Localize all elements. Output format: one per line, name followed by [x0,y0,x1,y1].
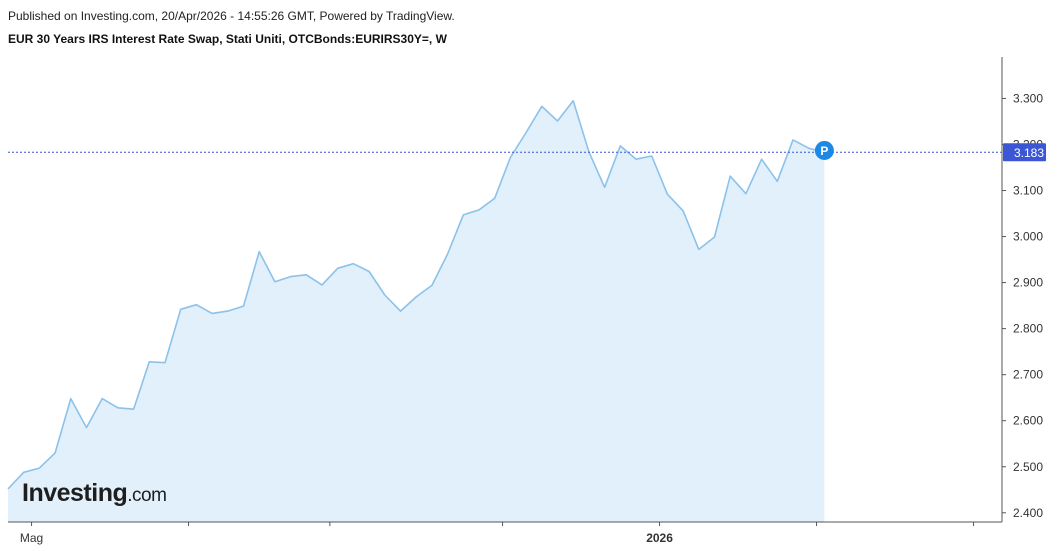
time-axis-label: Mag [20,531,43,545]
price-axis-label: 2.800 [1013,322,1043,336]
marker-circle[interactable] [814,140,834,160]
price-area-fill [8,100,825,522]
price-axis-label: 2.600 [1013,414,1043,428]
published-note: Published on Investing.com, 20/Apr/2026 … [8,9,455,23]
price-axis-label: 3.300 [1013,91,1043,105]
price-axis: 2.400 2.500 2.600 2.700 2.800 2.900 3.000 3.100… [1002,91,1043,520]
price-line [7,99,825,490]
logo-tld-text: .com [127,485,167,506]
last-price-label: 3.183 [1014,146,1044,160]
price-axis-label: 2.700 [1013,368,1043,382]
last-price-badge: 3.183 [1003,143,1046,162]
investing-logo: Investing.com [22,479,167,508]
events-marker[interactable]: P [814,140,834,160]
marker-label: P [820,144,828,158]
price-axis-label: 3.100 [1013,184,1043,198]
chart-symbol-title: EUR 30 Years IRS Interest Rate Swap, Sta… [8,32,447,46]
time-axis-label: 2026 [646,531,673,545]
time-axis: Mag 2026 [20,522,975,545]
logo-main-text: Investing [22,479,128,507]
price-axis-label: 2.900 [1013,276,1043,290]
price-axis-label: 3.000 [1013,230,1043,244]
price-axis-label: 2.400 [1013,506,1043,520]
price-axis-label: 2.500 [1013,460,1043,474]
